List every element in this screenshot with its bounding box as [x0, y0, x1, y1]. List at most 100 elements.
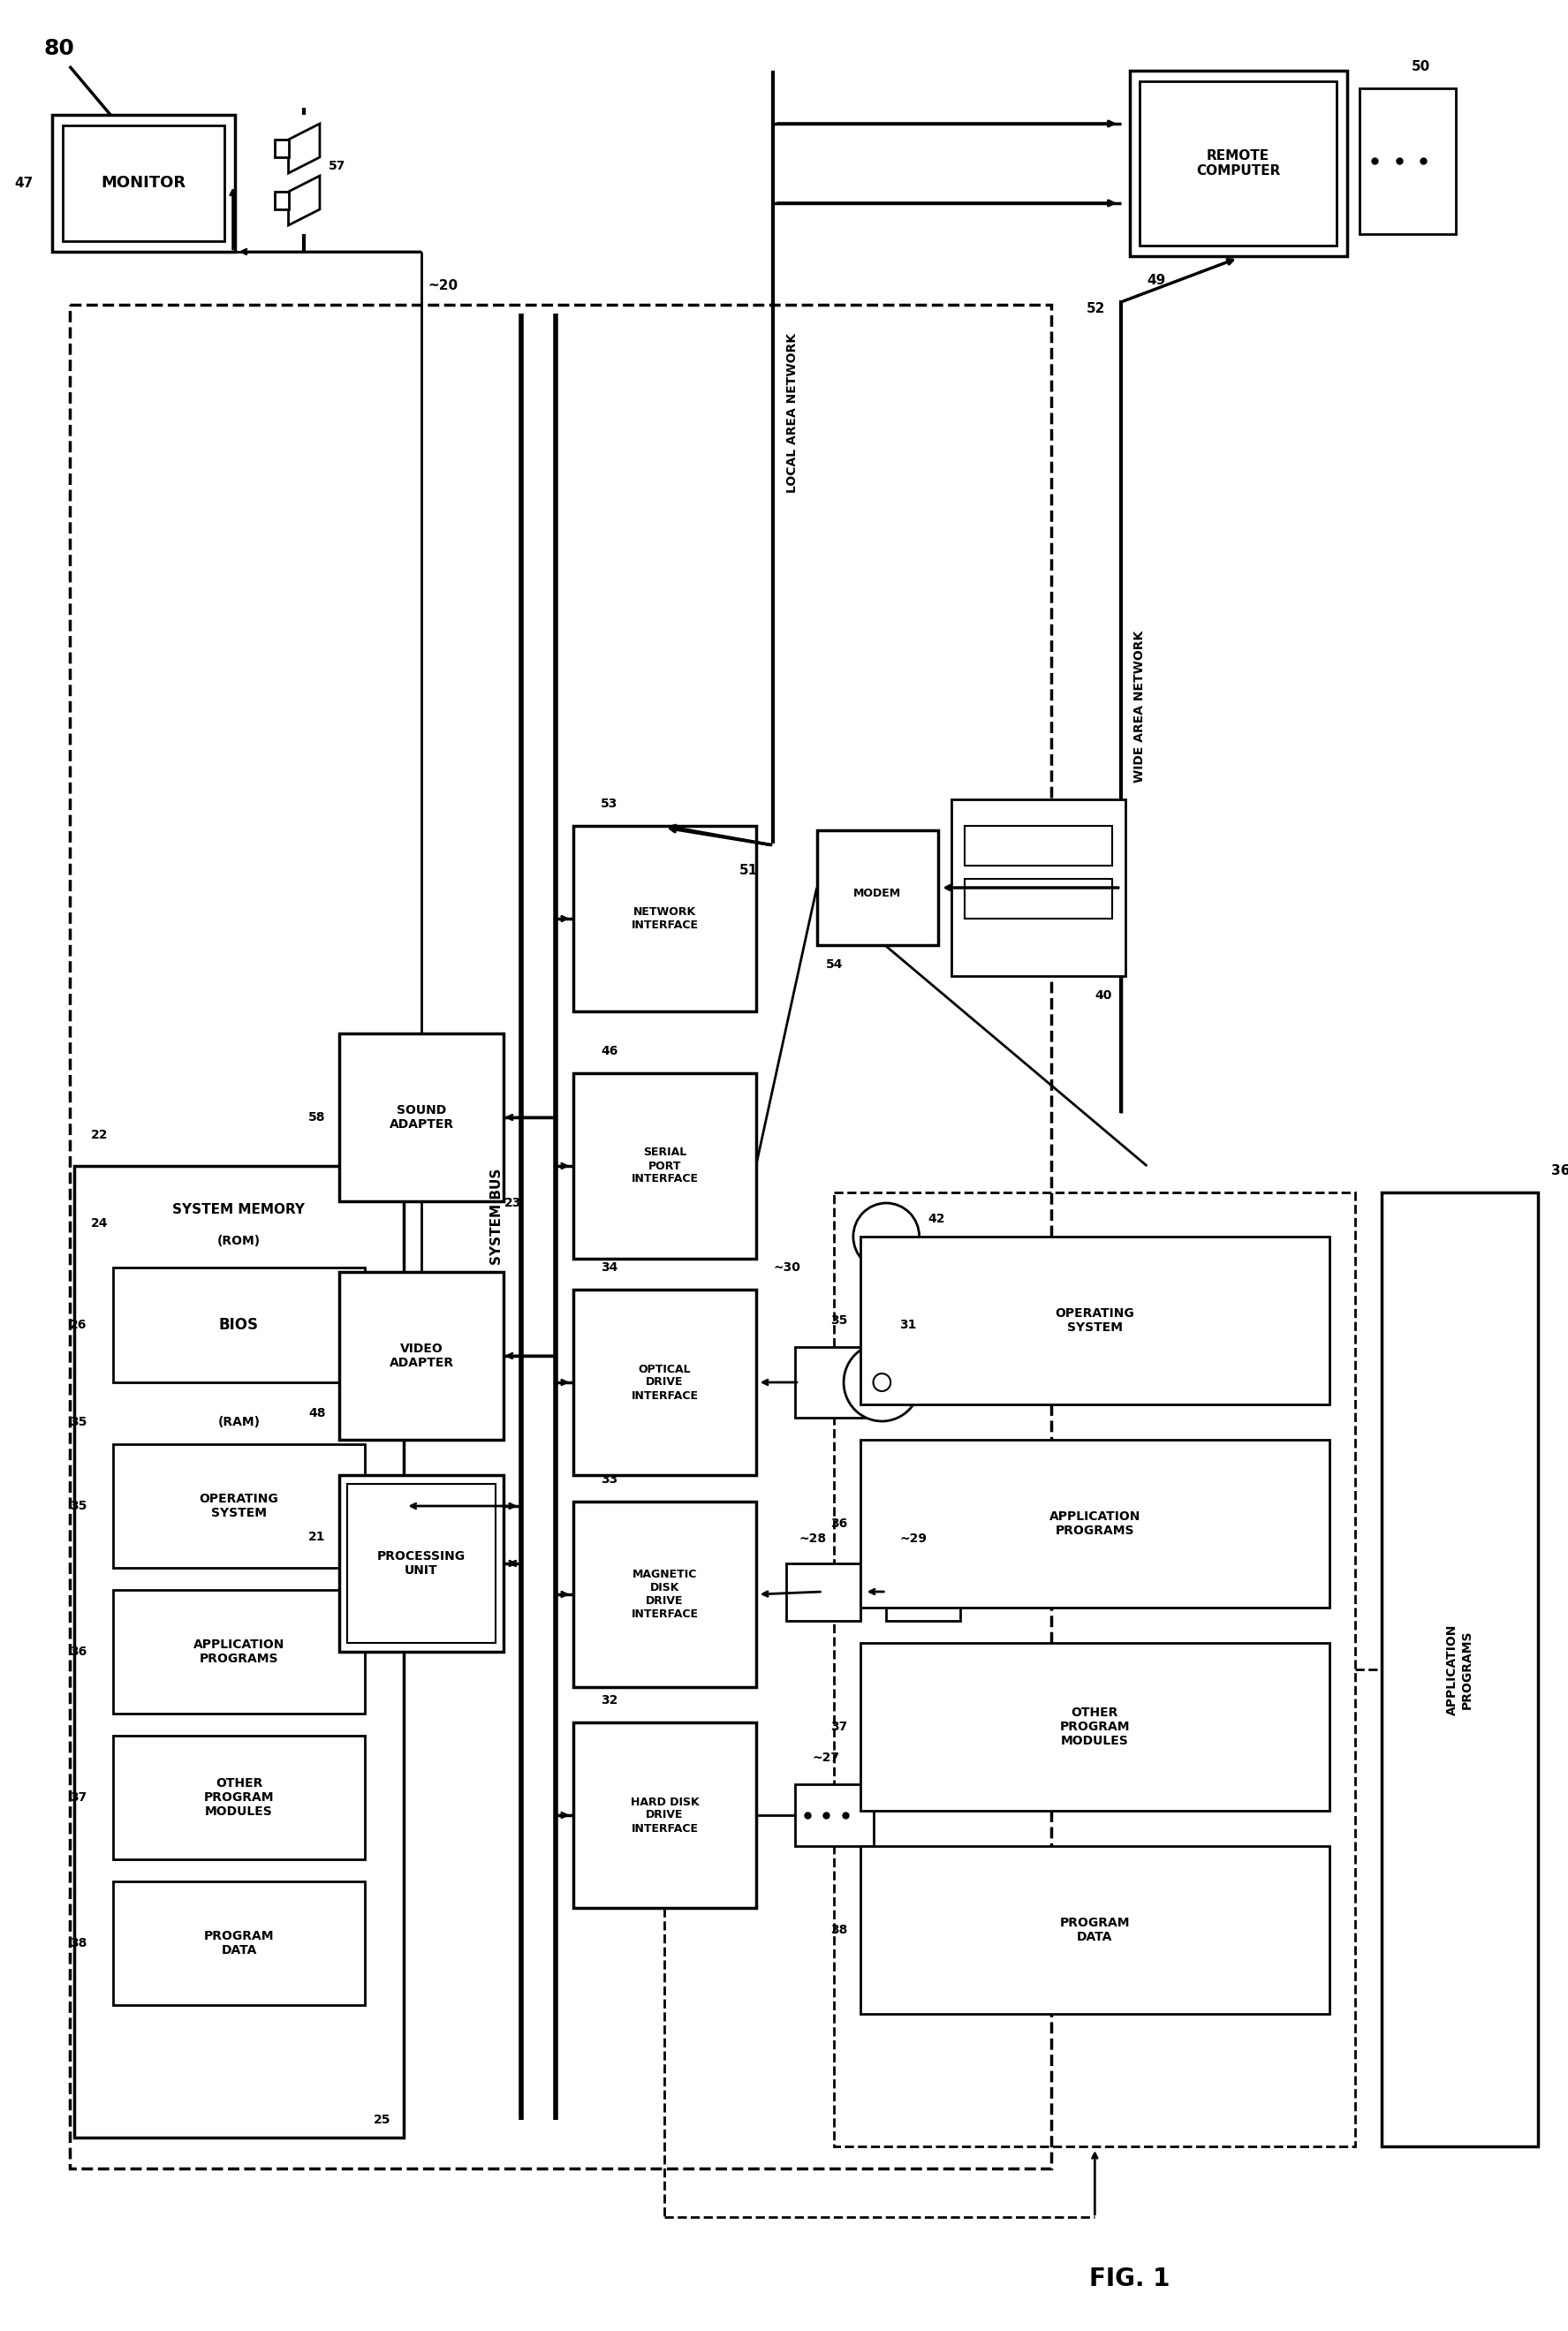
Bar [574, 1501, 756, 1688]
Bar [113, 1445, 365, 1569]
Bar [964, 825, 1112, 865]
Bar [886, 1564, 960, 1620]
Bar [113, 1268, 365, 1382]
Text: 34: 34 [601, 1261, 618, 1273]
Bar [574, 1723, 756, 1907]
Text: NETWORK
INTERFACE: NETWORK INTERFACE [632, 907, 698, 930]
Bar [69, 305, 1052, 2168]
Bar [861, 1643, 1330, 1811]
Text: SYSTEM MEMORY: SYSTEM MEMORY [172, 1203, 306, 1217]
Text: 54: 54 [825, 958, 842, 970]
Bar [274, 191, 289, 210]
Text: 23: 23 [503, 1196, 521, 1210]
Text: PROGRAM
DATA: PROGRAM DATA [204, 1930, 274, 1956]
Text: WIDE AREA NETWORK: WIDE AREA NETWORK [1134, 632, 1146, 783]
Circle shape [844, 1343, 920, 1422]
Bar [786, 1564, 861, 1620]
Text: (RAM): (RAM) [218, 1415, 260, 1429]
Text: ~29: ~29 [900, 1531, 927, 1545]
Text: 80: 80 [44, 37, 75, 58]
Text: SERIAL
PORT
INTERFACE: SERIAL PORT INTERFACE [632, 1147, 698, 1184]
Bar [339, 1273, 503, 1441]
Text: OPERATING
SYSTEM: OPERATING SYSTEM [1055, 1308, 1134, 1333]
Text: 58: 58 [309, 1112, 326, 1124]
Text: 31: 31 [900, 1319, 916, 1331]
Text: 25: 25 [373, 2114, 390, 2126]
Text: 37: 37 [829, 1720, 847, 1732]
Text: MODEM: MODEM [853, 888, 902, 900]
Circle shape [873, 1373, 891, 1392]
Text: 33: 33 [601, 1473, 618, 1485]
Bar [861, 1441, 1330, 1608]
Text: 48: 48 [309, 1408, 326, 1420]
Bar [1129, 70, 1347, 256]
Text: ~27: ~27 [812, 1751, 840, 1765]
Text: 22: 22 [91, 1128, 108, 1142]
Bar [1359, 89, 1455, 233]
Text: (ROM): (ROM) [218, 1235, 260, 1247]
Text: PROGRAM
DATA: PROGRAM DATA [1060, 1916, 1131, 1944]
Text: 38: 38 [829, 1923, 847, 1937]
Text: OPERATING
SYSTEM: OPERATING SYSTEM [199, 1492, 279, 1520]
Text: 37: 37 [71, 1790, 86, 1804]
Text: 36: 36 [71, 1646, 86, 1657]
Text: APPLICATION
PROGRAMS: APPLICATION PROGRAMS [1446, 1625, 1472, 1716]
Text: REMOTE
COMPUTER: REMOTE COMPUTER [1196, 149, 1281, 177]
Text: 35: 35 [69, 1415, 86, 1429]
Bar [817, 830, 938, 944]
Text: FIG. 1: FIG. 1 [1090, 2266, 1170, 2291]
Text: 36: 36 [829, 1517, 847, 1529]
Text: 52: 52 [1087, 303, 1105, 315]
Text: 46: 46 [601, 1044, 618, 1058]
Text: 50: 50 [1411, 61, 1430, 72]
Text: APPLICATION
PROGRAMS: APPLICATION PROGRAMS [1049, 1510, 1140, 1536]
Bar [574, 1289, 756, 1476]
Bar [339, 1476, 503, 1653]
Polygon shape [289, 124, 320, 172]
Text: MAGNETIC
DISK
DRIVE
INTERFACE: MAGNETIC DISK DRIVE INTERFACE [632, 1569, 698, 1620]
Circle shape [853, 1203, 919, 1270]
Bar [861, 1846, 1330, 2014]
Bar [339, 1033, 503, 1200]
Text: 38: 38 [69, 1937, 86, 1949]
Bar [574, 825, 756, 1012]
Bar [74, 1166, 405, 2138]
Bar [1140, 82, 1336, 245]
Text: 53: 53 [601, 797, 618, 809]
Text: 21: 21 [309, 1531, 326, 1543]
Bar [113, 1881, 365, 2005]
Bar [52, 114, 235, 252]
Bar [113, 1590, 365, 1713]
Text: ~30: ~30 [773, 1261, 801, 1273]
Text: 47: 47 [14, 177, 33, 189]
Text: APPLICATION
PROGRAMS: APPLICATION PROGRAMS [193, 1639, 285, 1664]
Bar [348, 1485, 495, 1643]
Text: 57: 57 [328, 159, 345, 172]
Text: VIDEO
ADAPTER: VIDEO ADAPTER [389, 1343, 453, 1368]
Text: SOUND
ADAPTER: SOUND ADAPTER [389, 1105, 453, 1131]
Bar [113, 1737, 365, 1860]
Bar [964, 879, 1112, 918]
Bar [952, 800, 1126, 977]
Text: ~20: ~20 [428, 280, 458, 291]
Text: OTHER
PROGRAM
MODULES: OTHER PROGRAM MODULES [204, 1776, 274, 1818]
Bar [1381, 1193, 1538, 2147]
Bar [63, 126, 224, 240]
Text: PROCESSING
UNIT: PROCESSING UNIT [378, 1550, 466, 1576]
Text: OPTICAL
DRIVE
INTERFACE: OPTICAL DRIVE INTERFACE [632, 1364, 698, 1401]
Text: 42: 42 [928, 1212, 946, 1226]
Text: 49: 49 [1146, 275, 1165, 287]
Text: 51: 51 [739, 862, 757, 876]
Bar [834, 1193, 1355, 2147]
Text: 36: 36 [1551, 1163, 1568, 1177]
Text: LOCAL AREA NETWORK: LOCAL AREA NETWORK [786, 333, 798, 492]
Bar [795, 1347, 864, 1417]
Text: 35: 35 [829, 1315, 847, 1326]
Text: 24: 24 [91, 1217, 108, 1228]
Text: 32: 32 [601, 1695, 618, 1706]
Text: ~28: ~28 [800, 1531, 826, 1545]
Text: MONITOR: MONITOR [100, 175, 187, 191]
Bar [274, 140, 289, 156]
Text: HARD DISK
DRIVE
INTERFACE: HARD DISK DRIVE INTERFACE [630, 1797, 699, 1834]
Polygon shape [289, 175, 320, 226]
